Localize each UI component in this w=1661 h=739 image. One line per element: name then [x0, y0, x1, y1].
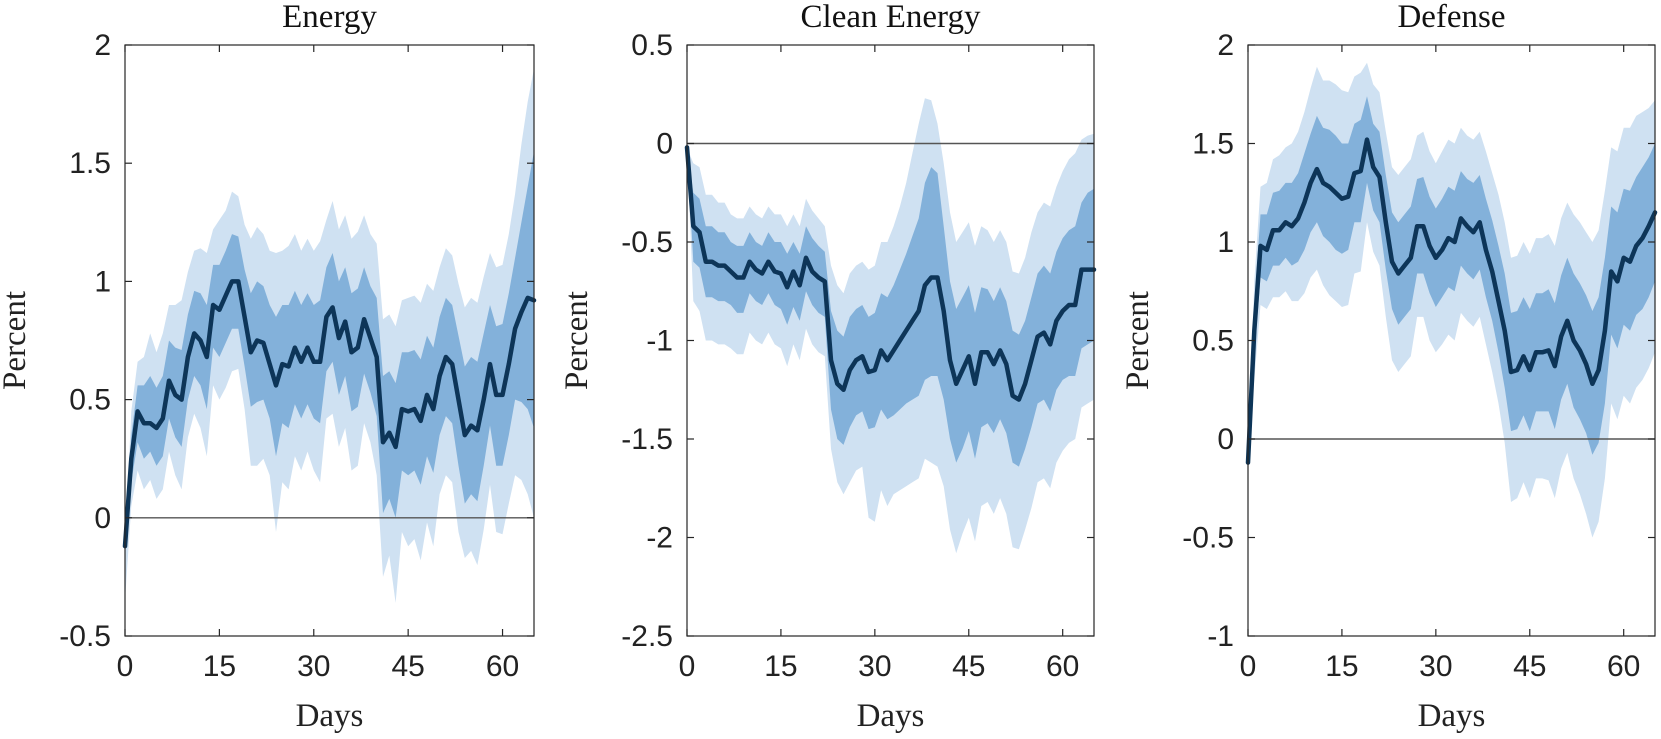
defense-ytick-label: 1.5	[1192, 128, 1234, 161]
energy-title: Energy	[282, 0, 377, 35]
clean-energy-median-line	[684, 145, 1097, 402]
defense-ytick-label: -0.5	[1182, 522, 1234, 555]
defense-ytick-label: 0.5	[1192, 325, 1234, 358]
energy-ylabel: Percent	[0, 291, 33, 390]
clean-energy-ytick-label: -2.5	[621, 620, 673, 653]
defense-outer-band	[1248, 62, 1655, 538]
defense-xtick-label: 15	[1325, 650, 1358, 683]
defense-median-line	[1245, 137, 1658, 465]
defense-ylabel: Percent	[1120, 291, 1156, 390]
energy-ytick-label: 1.5	[69, 147, 111, 180]
defense-ytick-label: 0	[1217, 423, 1234, 456]
energy-xtick-label: 0	[117, 650, 134, 683]
chart-defense: -1 -0.5 0 0.5 1 1.5 2 0 15 30 45 60 Defense Days Perce…	[1120, 0, 1658, 734]
defense-ytick-label: 1	[1217, 226, 1234, 259]
clean-energy-ytick-label: -1	[646, 325, 673, 358]
defense-xlabel: Days	[1418, 698, 1486, 734]
energy-ytick-label: 0.5	[69, 384, 111, 417]
clean-energy-inner-band	[687, 147, 1094, 467]
clean-energy-xtick-label: 15	[764, 650, 797, 683]
defense-xtick-label: 30	[1419, 650, 1452, 683]
chart-clean-energy: -2.5 -2 -1.5 -1 -0.5 0 0.5 0 15 30 45 60 Clean Energ…	[559, 0, 1097, 734]
energy-ytick-label: 1	[94, 265, 111, 298]
energy-xtick-label: 45	[391, 650, 424, 683]
energy-xtick-label: 15	[203, 650, 236, 683]
clean-energy-ytick-label: 0.5	[631, 29, 673, 62]
defense-xtick-label: 45	[1513, 650, 1546, 683]
clean-energy-title: Clean Energy	[801, 0, 981, 35]
clean-energy-ytick-label: -1.5	[621, 423, 673, 456]
clean-energy-xtick-label: 0	[679, 650, 696, 683]
energy-ytick-label: 2	[94, 29, 111, 62]
energy-inner-band	[125, 151, 534, 547]
clean-energy-xtick-label: 45	[952, 650, 985, 683]
energy-xtick-label: 30	[297, 650, 330, 683]
clean-energy-ytick-label: -0.5	[621, 226, 673, 259]
energy-xtick-label: 60	[486, 650, 519, 683]
clean-energy-ylabel: Percent	[559, 291, 595, 390]
defense-xtick-label: 60	[1607, 650, 1640, 683]
energy-median-line	[122, 279, 537, 549]
clean-energy-xlabel: Days	[857, 698, 925, 734]
defense-title: Defense	[1397, 0, 1505, 35]
energy-axes-box	[124, 44, 535, 637]
energy-ytick-label: 0	[94, 502, 111, 535]
defense-ytick-label: 2	[1217, 29, 1234, 62]
clean-energy-xtick-label: 30	[858, 650, 891, 683]
clean-energy-ytick-label: -2	[646, 522, 673, 555]
energy-xlabel: Days	[296, 698, 364, 734]
defense-xtick-label: 0	[1240, 650, 1257, 683]
defense-ytick-label: -1	[1207, 620, 1234, 653]
clean-energy-xtick-label: 60	[1046, 650, 1079, 683]
clean-energy-ytick-label: 0	[656, 128, 673, 161]
energy-ytick-label: -0.5	[59, 620, 111, 653]
